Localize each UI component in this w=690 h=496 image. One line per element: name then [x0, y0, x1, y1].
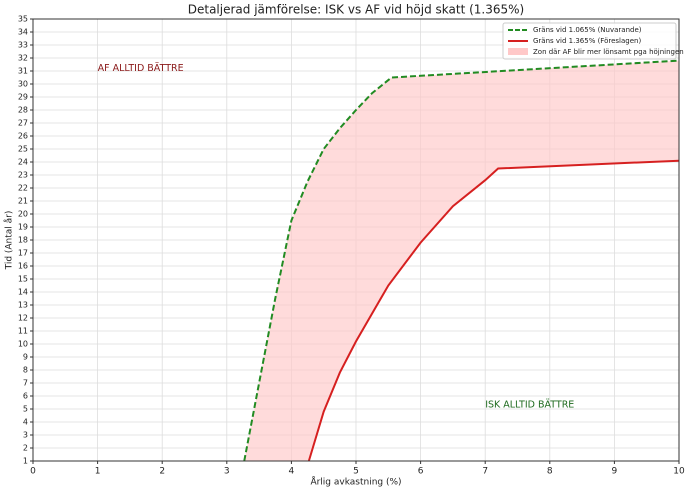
legend-label: Zon där AF blir mer lönsamt pga höjninge…: [533, 48, 684, 56]
chart-title: Detaljerad jämförelse: ISK vs AF vid höj…: [188, 3, 524, 17]
y-tick-label: 1: [23, 457, 28, 466]
y-tick-label: 10: [18, 340, 28, 349]
y-tick-label: 31: [18, 67, 28, 76]
y-tick-label: 27: [18, 119, 28, 128]
y-tick-label: 24: [18, 158, 28, 167]
y-tick-label: 13: [18, 301, 28, 310]
y-tick-label: 33: [18, 41, 28, 50]
x-tick-label: 2: [159, 467, 165, 477]
y-tick-label: 2: [23, 444, 28, 453]
y-tick-label: 22: [18, 184, 28, 193]
annotation: ISK ALLTID BÄTTRE: [485, 400, 574, 411]
y-tick-label: 16: [18, 262, 28, 271]
y-tick-label: 30: [18, 80, 28, 89]
y-tick-label: 4: [23, 418, 28, 427]
y-tick-label: 5: [23, 405, 28, 414]
x-tick-label: 0: [30, 467, 36, 477]
y-tick-label: 8: [23, 366, 28, 375]
x-tick-label: 3: [224, 467, 230, 477]
x-tick-label: 9: [612, 467, 618, 477]
y-tick-label: 26: [18, 132, 28, 141]
y-tick-label: 11: [18, 327, 28, 336]
x-tick-label: 7: [482, 467, 488, 477]
y-tick-label: 9: [23, 353, 28, 362]
x-tick-label: 8: [547, 467, 553, 477]
y-tick-label: 18: [18, 236, 28, 245]
y-tick-label: 34: [18, 28, 28, 37]
y-tick-label: 32: [18, 54, 28, 63]
y-tick-label: 7: [23, 379, 28, 388]
y-tick-label: 3: [23, 431, 28, 440]
x-tick-label: 10: [673, 467, 685, 477]
plot-frame: [32, 18, 680, 462]
x-tick-label: 5: [353, 467, 359, 477]
x-tick-label: 6: [418, 467, 424, 477]
y-tick-label: 20: [18, 210, 28, 219]
legend-swatch: [508, 48, 528, 55]
y-tick-label: 6: [23, 392, 28, 401]
line: [243, 59, 680, 462]
y-tick-label: 29: [18, 93, 28, 102]
y-tick-label: 21: [18, 197, 28, 206]
line: [307, 159, 680, 462]
fill-area: [244, 60, 679, 461]
y-tick-label: 15: [18, 275, 28, 284]
legend-box: [502, 22, 677, 60]
annotation: AF ALLTID BÄTTRE: [98, 63, 184, 74]
y-tick-label: 35: [18, 15, 28, 24]
legend-label: Gräns vid 1.065% (Nuvarande): [533, 26, 642, 34]
y-tick-label: 25: [18, 145, 28, 154]
y-tick-label: 12: [18, 314, 28, 323]
y-axis-label: Tid (Antal år): [4, 211, 15, 271]
y-tick-label: 17: [18, 249, 28, 258]
legend-label: Gräns vid 1.365% (Föreslagen): [533, 37, 641, 45]
x-tick-label: 1: [95, 467, 101, 477]
x-tick-label: 4: [289, 467, 295, 477]
y-tick-label: 23: [18, 171, 28, 180]
y-tick-label: 19: [18, 223, 28, 232]
y-tick-label: 28: [18, 106, 28, 115]
y-tick-label: 14: [18, 288, 28, 297]
x-axis-label: Årlig avkastning (%): [310, 476, 401, 488]
